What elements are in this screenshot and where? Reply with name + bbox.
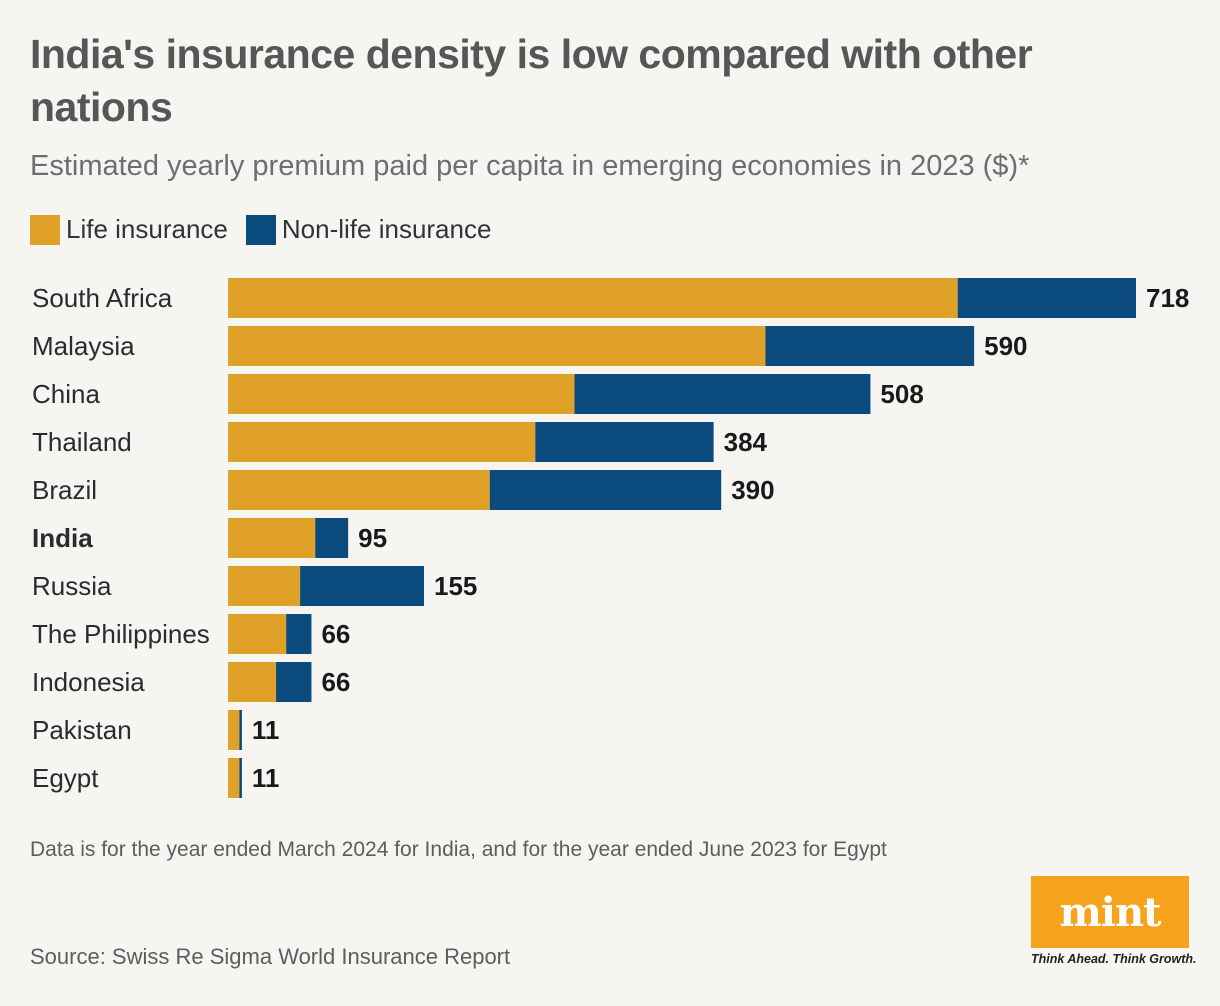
bar-life-the-philippines (228, 614, 287, 654)
value-label-egypt: 11 (252, 763, 280, 793)
bar-nonlife-egypt (239, 758, 242, 798)
category-label-the-philippines: The Philippines (32, 619, 210, 649)
logo-tagline: Think Ahead. Think Growth. (1031, 952, 1197, 966)
bar-life-china (228, 374, 575, 414)
value-label-thailand: 384 (724, 427, 768, 457)
category-label-russia: Russia (32, 571, 112, 601)
value-label-malaysia: 590 (984, 331, 1027, 361)
bar-life-thailand (228, 422, 536, 462)
bar-life-south-africa (228, 278, 958, 318)
bar-life-pakistan (228, 710, 240, 750)
category-label-thailand: Thailand (32, 427, 132, 457)
bar-nonlife-india (315, 518, 349, 558)
value-label-pakistan: 11 (252, 715, 280, 745)
value-label-brazil: 390 (731, 475, 774, 505)
legend-item-nonlife: Non-life insurance (245, 214, 492, 245)
category-label-china: China (32, 379, 100, 409)
value-label-south-africa: 718 (1146, 283, 1189, 313)
bar-nonlife-pakistan (239, 710, 242, 750)
legend-label-life: Life insurance (66, 214, 228, 244)
category-label-malaysia: Malaysia (32, 331, 135, 361)
category-label-south-africa: South Africa (32, 283, 173, 313)
category-label-brazil: Brazil (32, 475, 97, 505)
category-label-pakistan: Pakistan (32, 715, 132, 745)
bar-life-russia (228, 566, 301, 606)
category-label-india: India (32, 523, 93, 553)
bar-nonlife-malaysia (765, 326, 975, 366)
bar-nonlife-indonesia (276, 662, 312, 702)
value-label-russia: 155 (434, 571, 477, 601)
mint-logo: mint (1031, 876, 1189, 948)
bar-life-brazil (228, 470, 490, 510)
legend-swatch-nonlife (245, 214, 276, 245)
category-label-egypt: Egypt (32, 763, 99, 793)
bar-life-india (228, 518, 316, 558)
value-label-china: 508 (880, 379, 923, 409)
legend-label-nonlife: Non-life insurance (281, 214, 492, 244)
legend: Life insurance Non-life insurance (30, 214, 509, 245)
logo-text: mint (1059, 888, 1161, 936)
value-label-indonesia: 66 (321, 667, 350, 697)
footnote: Data is for the year ended March 2024 fo… (30, 838, 887, 861)
legend-item-life: Life insurance (30, 214, 228, 245)
bar-life-egypt (228, 758, 240, 798)
chart-title: India's insurance density is low compare… (30, 31, 1033, 130)
bar-chart: South Africa 718 Malaysia 590 China 508 Thaila… (32, 278, 1189, 798)
bar-nonlife-south-africa (957, 278, 1136, 318)
bar-nonlife-brazil (489, 470, 722, 510)
chart-subtitle: Estimated yearly premium paid per capita… (30, 150, 1030, 182)
source-note: Source: Swiss Re Sigma World Insurance R… (30, 944, 511, 969)
bar-life-malaysia (228, 326, 766, 366)
bar-nonlife-china (574, 374, 871, 414)
value-label-the-philippines: 66 (321, 619, 350, 649)
legend-swatch-life (30, 214, 60, 245)
bar-nonlife-russia (300, 566, 425, 606)
category-label-indonesia: Indonesia (32, 667, 145, 697)
bar-life-indonesia (228, 662, 277, 702)
value-label-india: 95 (358, 523, 387, 553)
bar-nonlife-the-philippines (286, 614, 312, 654)
bar-nonlife-thailand (535, 422, 714, 462)
